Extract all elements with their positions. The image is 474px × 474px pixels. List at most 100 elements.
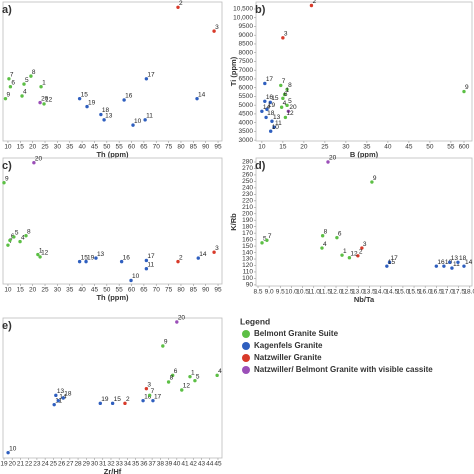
x-tick-label: 25 — [41, 287, 49, 294]
point-label: 3 — [284, 31, 288, 38]
x-tick-label: 45 — [91, 144, 99, 151]
x-tick-label: 65 — [140, 144, 148, 151]
point — [309, 3, 314, 8]
point — [283, 115, 288, 120]
x-tick-label: 55 — [116, 287, 124, 294]
point — [269, 129, 273, 133]
x-tick-label: 14.0 — [374, 289, 387, 296]
point-label: 2 — [359, 249, 363, 256]
point — [175, 320, 179, 324]
x-tick-label: 17.5 — [452, 289, 465, 296]
point — [99, 112, 103, 117]
point — [52, 402, 56, 407]
x-tick-label: 35 — [363, 144, 371, 151]
x-tick-label: 50 — [103, 144, 111, 151]
point-label: 20 — [41, 95, 49, 102]
y-tick-label: 170 — [242, 230, 253, 237]
y-tick-label: 220 — [242, 198, 253, 205]
point-label: 3 — [215, 245, 219, 252]
x-tick-label: 22 — [25, 461, 33, 468]
y-tick-label: 3500 — [239, 128, 254, 135]
y-tick-label: 110 — [243, 269, 254, 276]
y-tick-label: 9000 — [239, 32, 254, 39]
x-tick-label: 19 — [0, 461, 8, 468]
point — [3, 96, 8, 101]
point-label: 18 — [64, 391, 72, 398]
y-tick-label: 7500 — [239, 58, 254, 65]
x-axis-title: Zr/Hf — [104, 467, 122, 474]
point-label: 11 — [453, 261, 460, 268]
point-label: 19 — [101, 396, 109, 403]
point — [122, 98, 126, 102]
point-label: 5 — [196, 373, 200, 380]
point-label: 15 — [388, 259, 396, 266]
point — [123, 401, 127, 406]
x-tick-label: 600 — [459, 144, 470, 151]
point-label: 14 — [465, 259, 473, 266]
point — [212, 29, 216, 33]
point — [340, 253, 344, 257]
point — [32, 161, 36, 165]
x-tick-label: 20 — [9, 461, 17, 468]
x-tick-label: 12.5 — [341, 289, 354, 296]
point-label: 7 — [282, 78, 286, 85]
point — [20, 94, 24, 98]
point-label: 15 — [81, 91, 89, 98]
x-tick-label: 36 — [140, 461, 148, 468]
y-tick-label: 120 — [242, 262, 253, 269]
point — [180, 388, 184, 392]
point — [215, 373, 219, 378]
point-label: 2 — [126, 396, 130, 403]
point-label: 13 — [105, 113, 113, 120]
point — [279, 105, 284, 109]
x-tick-label: 20 — [29, 287, 37, 294]
x-tick-label: 40 — [384, 144, 392, 151]
x-tick-label: 9.5 — [276, 289, 285, 296]
point-label: 7 — [151, 388, 155, 395]
x-tick-label: 32 — [107, 461, 115, 468]
point — [36, 252, 40, 257]
point-label: 18 — [102, 107, 110, 114]
y-tick-label: 130 — [242, 256, 253, 263]
point — [326, 160, 330, 164]
point-label: 12 — [286, 110, 294, 117]
point — [263, 81, 267, 86]
point — [39, 85, 43, 89]
point-label: 12 — [183, 383, 191, 390]
point-label: 8 — [324, 228, 328, 235]
point — [22, 82, 26, 86]
x-tick-label: 75 — [165, 144, 173, 151]
y-tick-label: 90 — [246, 282, 254, 289]
point — [260, 241, 264, 245]
point — [448, 260, 452, 264]
x-tick-label: 20 — [300, 144, 308, 151]
point-label: 1 — [343, 248, 347, 255]
point — [6, 450, 10, 455]
y-axis-title: Ti (ppm) — [229, 56, 238, 86]
x-tick-label: 60 — [128, 287, 136, 294]
legend-swatch — [242, 330, 250, 338]
x-tick-label: 60 — [128, 144, 136, 151]
x-tick-label: 50 — [426, 144, 434, 151]
x-tick-label: 80 — [177, 287, 185, 294]
y-tick-label: 100 — [242, 275, 253, 282]
point-label: 14 — [199, 251, 207, 258]
point — [193, 378, 197, 383]
point-label: 20 — [178, 315, 186, 322]
point-label: 4 — [218, 368, 222, 375]
panel-label: c) — [2, 160, 12, 172]
point-label: 17 — [154, 393, 162, 400]
point-label: 17 — [147, 253, 155, 260]
x-tick-label: 9.0 — [265, 289, 274, 296]
x-tick-label: 65 — [140, 287, 148, 294]
point-label: 18 — [267, 110, 275, 117]
point — [462, 89, 466, 94]
x-tick-label: 13.5 — [363, 289, 376, 296]
x-tick-label: 28 — [74, 461, 82, 468]
point — [141, 398, 145, 403]
x-tick-label: 14.5 — [385, 289, 398, 296]
point-label: 12 — [45, 97, 53, 104]
y-tick-label: 6000 — [239, 84, 254, 91]
y-tick-label: 210 — [242, 204, 253, 211]
point — [272, 125, 276, 129]
